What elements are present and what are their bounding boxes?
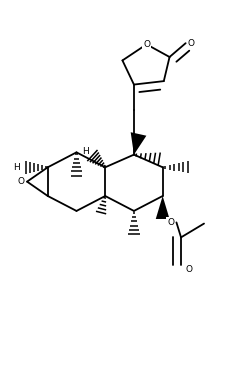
Text: H: H bbox=[14, 163, 20, 172]
Text: O: O bbox=[186, 265, 193, 274]
Polygon shape bbox=[156, 196, 169, 219]
Text: O: O bbox=[143, 40, 150, 49]
Text: O: O bbox=[167, 218, 174, 227]
Polygon shape bbox=[131, 132, 146, 154]
Text: H: H bbox=[82, 147, 89, 156]
Text: O: O bbox=[18, 177, 25, 186]
Text: O: O bbox=[188, 39, 195, 48]
